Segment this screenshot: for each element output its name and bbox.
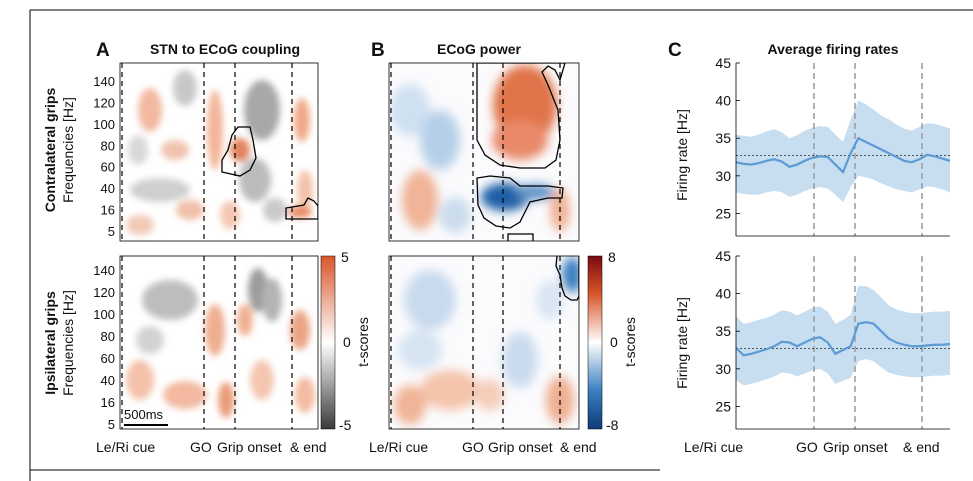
freq-bottom-tick-140: 140: [93, 263, 115, 278]
colorbar-a-mid: 0: [343, 334, 351, 350]
c-xlabel-grip: Grip onset: [823, 439, 888, 455]
freq-axis-label-bottom: Frequencies [Hz]: [60, 290, 76, 396]
heatmap-b-contra: [388, 62, 580, 242]
a-xlabel-end: & end: [290, 439, 327, 455]
colorbar-b-max: 8: [608, 249, 616, 265]
freq-top-tick-40: 40: [101, 181, 115, 196]
b-xlabel-cue: Le/Ri cue: [369, 439, 428, 455]
colorbar-a-max: 5: [341, 249, 349, 265]
firing-plot-contra: 25 30 35 40 45: [715, 55, 951, 237]
firing-contra-tick-label-25: 25: [715, 205, 731, 221]
firing-ipsi-tick-label-35: 35: [715, 323, 731, 339]
colorbar-b-min: -8: [606, 417, 619, 433]
freq-top-tick-100: 100: [93, 117, 115, 132]
freq-bottom-tick-16: 16: [101, 395, 115, 410]
firing-ylabel-top: Firing rate [Hz]: [674, 109, 690, 201]
row-label-contra: Contralateral grips: [42, 88, 58, 213]
heatmap-a-contra: [119, 62, 319, 242]
firing-contra-axes: [735, 63, 950, 237]
firing-contra-tick-label-35: 35: [715, 130, 731, 146]
firing-ipsi-tick-label-25: 25: [715, 398, 731, 414]
firing-ipsi-confidence-band: [736, 286, 950, 386]
freq-ticks-top: 5 16 40 60 80 100 120 140: [93, 74, 115, 239]
freq-bottom-tick-80: 80: [101, 329, 115, 344]
firing-ipsi-tick-label-40: 40: [715, 286, 731, 302]
b-xlabel-go: GO: [462, 439, 484, 455]
panel-letter-a: A: [96, 40, 110, 61]
firing-ipsi-tick-label-45: 45: [715, 248, 731, 264]
freq-bottom-tick-60: 60: [101, 351, 115, 366]
panel-letter-c: C: [668, 40, 682, 61]
freq-bottom-tick-120: 120: [93, 285, 115, 300]
firing-contra-confidence-band: [736, 100, 950, 203]
panel-letter-b: B: [371, 40, 385, 61]
colorbar-a: [320, 255, 336, 430]
panel-title-b: ECoG power: [437, 41, 522, 57]
freq-top-tick-5: 5: [108, 224, 115, 239]
firing-plot-ipsi: 25 30 35 40 45: [715, 248, 951, 430]
colorbar-b: [587, 255, 603, 430]
firing-ipsi-tick-label-30: 30: [715, 361, 731, 377]
freq-bottom-tick-5: 5: [108, 417, 115, 432]
firing-ipsi-mean-line: [735, 321, 951, 357]
firing-contra-tick-label-40: 40: [715, 93, 731, 109]
b-xlabel-end: & end: [560, 439, 597, 455]
c-xlabel-end: & end: [903, 439, 940, 455]
firing-contra-tick-label-30: 30: [715, 168, 731, 184]
freq-top-tick-60: 60: [101, 160, 115, 175]
row-label-ipsi: Ipsilateral grips: [42, 291, 58, 395]
panel-title-a: STN to ECoG coupling: [150, 41, 300, 57]
colorbar-a-min: -5: [339, 417, 352, 433]
a-xlabel-cue: Le/Ri cue: [96, 439, 155, 455]
b-xlabel-grip: Grip onset: [488, 439, 553, 455]
colorbar-a-label: t-scores: [355, 317, 371, 367]
freq-top-tick-80: 80: [101, 138, 115, 153]
colorbar-b-mid: 0: [610, 334, 618, 350]
event-markers-ab: [121, 63, 561, 429]
firing-ylabel-bottom: Firing rate [Hz]: [674, 297, 690, 389]
heatmap-b-ipsi: [388, 255, 580, 430]
panel-title-c: Average firing rates: [768, 41, 899, 57]
freq-top-tick-140: 140: [93, 74, 115, 89]
colorbar-b-label: t-scores: [622, 317, 638, 367]
freq-bottom-tick-100: 100: [93, 307, 115, 322]
c-xlabel-cue: Le/Ri cue: [684, 439, 743, 455]
firing-contra-mean-line: [735, 136, 951, 175]
a-xlabel-grip: Grip onset: [217, 439, 282, 455]
firing-ipsi-axes: [735, 256, 950, 430]
c-xlabel-go: GO: [796, 439, 818, 455]
freq-ticks-bottom: 5 16 40 60 80 100 120 140: [93, 263, 115, 432]
freq-axis-label-top: Frequencies [Hz]: [60, 97, 76, 203]
heatmap-a-ipsi: [119, 255, 319, 430]
freq-bottom-tick-40: 40: [101, 373, 115, 388]
freq-top-tick-16: 16: [101, 203, 115, 218]
a-xlabel-go: GO: [190, 439, 212, 455]
scale-bar-label: 500ms: [124, 407, 164, 422]
firing-contra-tick-label-45: 45: [715, 55, 731, 71]
freq-top-tick-120: 120: [93, 95, 115, 110]
